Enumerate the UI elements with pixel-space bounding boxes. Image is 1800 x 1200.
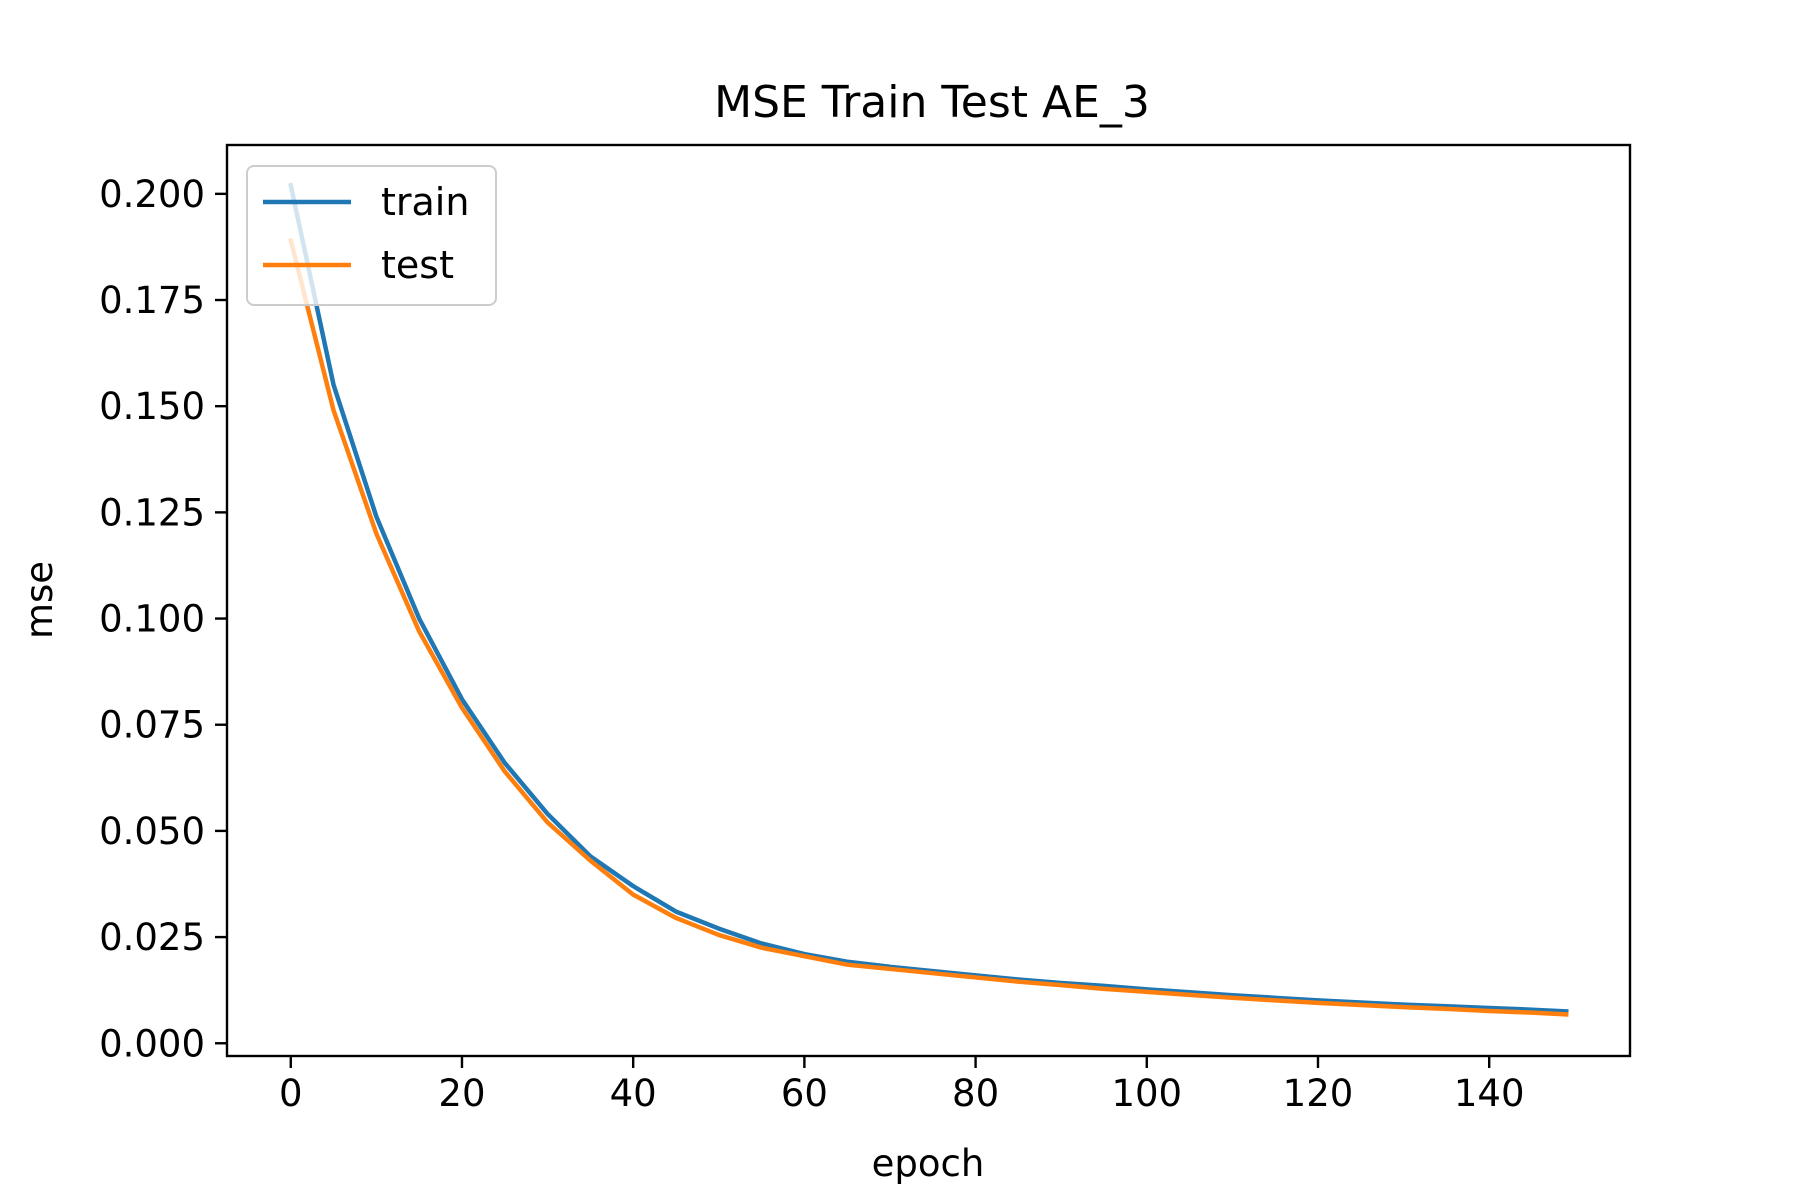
y-tick-label: 0.100 [99,598,205,641]
y-tick-label: 0.150 [99,385,205,428]
y-axis-label: mse [18,561,61,639]
x-tick-label: 0 [279,1072,303,1115]
plot-frame [225,143,1632,1058]
y-tick-label: 0.000 [99,1022,205,1065]
y-tick-label: 0.050 [99,810,205,853]
y-tick-label: 0.200 [99,173,205,216]
legend: train test [246,165,497,306]
legend-label-test: test [381,243,454,287]
chart-title: MSE Train Test AE_3 [714,77,1150,128]
x-axis-label: epoch [872,1142,985,1185]
y-axis: 0.000 0.025 0.050 0.075 0.100 0.125 0.150 0.175… [99,173,227,1065]
x-axis: 0 20 40 60 80 100 120 140 [279,1056,1524,1115]
series-line-test [288,237,1569,1017]
x-tick-label: 80 [952,1072,999,1115]
y-tick-label: 0.125 [99,491,205,534]
series-layer [288,182,1569,1017]
x-tick-label: 120 [1283,1072,1354,1115]
x-tick-label: 40 [610,1072,657,1115]
x-tick-label: 60 [781,1072,828,1115]
y-tick-label: 0.025 [99,916,205,959]
x-tick-label: 20 [438,1072,485,1115]
y-tick-label: 0.175 [99,279,205,322]
y-tick-label: 0.075 [99,704,205,747]
legend-label-train: train [381,180,469,224]
x-tick-label: 100 [1111,1072,1182,1115]
x-tick-label: 140 [1454,1072,1525,1115]
